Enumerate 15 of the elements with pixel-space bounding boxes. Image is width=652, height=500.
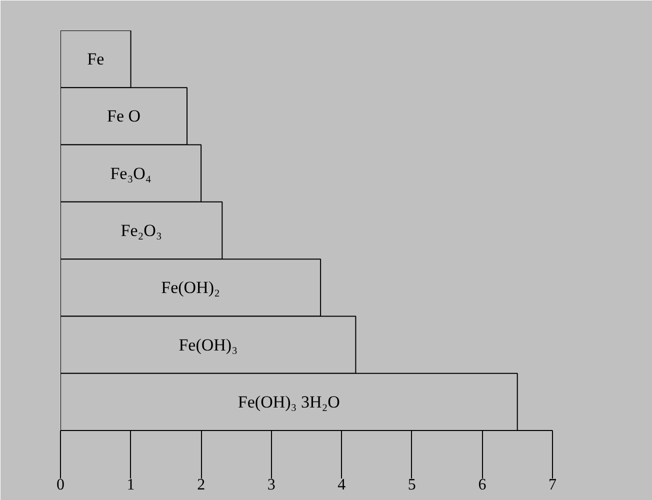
x-tick-label: 4 [338, 476, 346, 494]
x-tick-label: 2 [197, 476, 206, 494]
y-tick-label: Fe₂O₃ [120, 221, 162, 240]
x-tick-label: 0 [56, 476, 64, 494]
y-tick-label: Fe(OH)₃ [178, 335, 238, 354]
x-tick-label: 6 [478, 476, 486, 494]
y-tick-label: Fe(OH)₂ [161, 278, 220, 298]
x-tick-label: 1 [126, 476, 135, 494]
x-tick-label: 5 [408, 476, 416, 494]
y-tick-label: Fe₃O₄ [110, 164, 152, 183]
x-tick-label: 7 [548, 476, 556, 494]
y-tick-label: Fe [87, 50, 104, 69]
y-tick-label: Fe(OH)₃ 3H₂O [238, 392, 340, 412]
x-tick-label: 3 [267, 476, 276, 494]
y-tick-label: Fe O [106, 106, 141, 126]
